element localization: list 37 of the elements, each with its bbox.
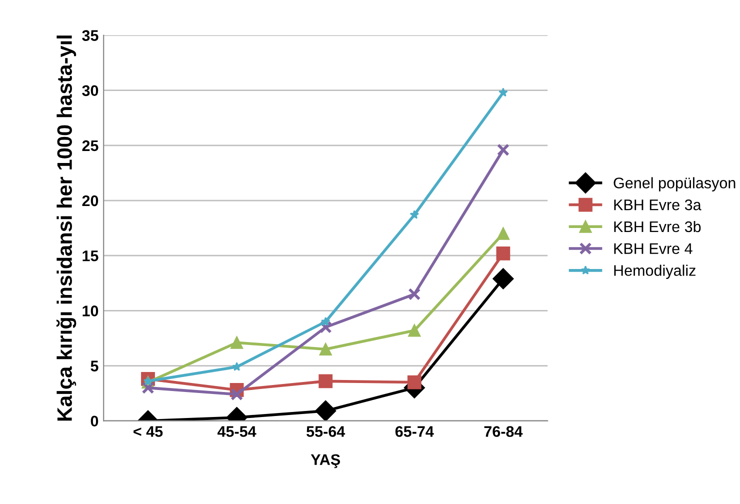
point <box>408 288 421 300</box>
point <box>320 316 330 326</box>
x-axis-title: YAŞ <box>310 454 340 468</box>
legend-label: KBH Evre 3b <box>614 220 701 232</box>
legend-label: Genel popülasyon <box>614 177 736 192</box>
point <box>496 227 510 240</box>
point <box>498 88 508 97</box>
point <box>410 210 420 219</box>
x-tick-label: 76-84 <box>484 426 523 437</box>
y-axis-title: Kalça kırığı insidansi her 1000 hasta-yıl <box>56 36 76 421</box>
x-tick-label: 45-54 <box>217 426 256 437</box>
y-tick-label: 30 <box>82 85 98 96</box>
point <box>496 246 510 260</box>
legend-label: KBH Evre 4 <box>614 243 692 254</box>
point <box>230 336 244 349</box>
legend-label: Hemodiyaliz <box>614 264 696 279</box>
y-tick-label: 35 <box>82 30 98 41</box>
point <box>142 382 154 394</box>
y-tick-label: 5 <box>90 360 98 372</box>
legend-label: KBH Evre 3a <box>614 199 702 210</box>
y-tick-label: 10 <box>82 306 98 316</box>
point <box>408 324 421 337</box>
y-tick-label: 0 <box>90 416 98 427</box>
y-tick-label: 25 <box>82 140 98 152</box>
point <box>230 388 244 401</box>
point <box>407 375 422 390</box>
point <box>492 268 514 290</box>
point <box>315 400 336 421</box>
y-tick-label: 20 <box>82 195 98 206</box>
x-tick-label: 65-74 <box>395 426 434 437</box>
y-tick-label: 15 <box>82 250 98 262</box>
x-tick-label: 55-64 <box>306 426 346 437</box>
point <box>319 342 332 356</box>
x-tick-label: < 45 <box>134 426 163 437</box>
point <box>232 362 242 371</box>
point <box>318 374 333 388</box>
point <box>496 144 510 156</box>
